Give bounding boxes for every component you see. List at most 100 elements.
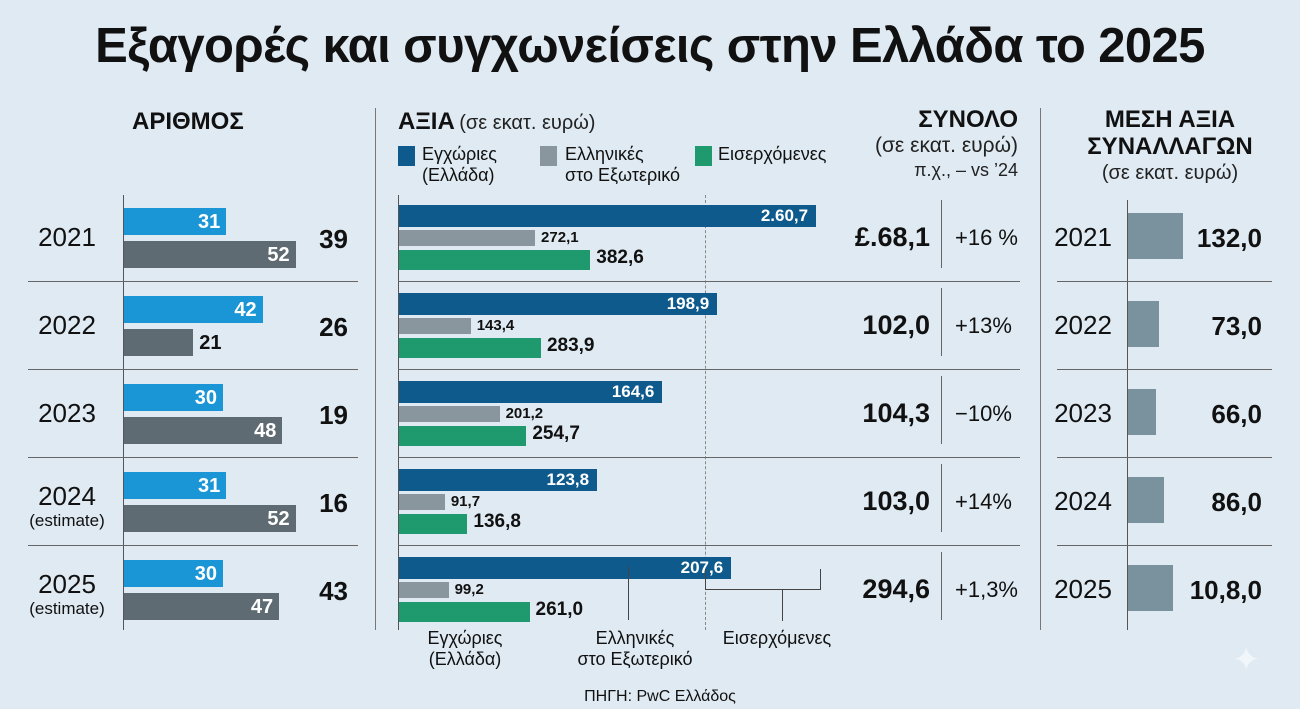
avg-bar [1128,565,1174,611]
source-note: ΠΗΓΗ: PwC Ελλάδος [584,688,736,705]
value-bar-label: 207,6 [680,558,724,577]
value-change: +1,3% [955,577,1018,602]
legend-swatch [398,146,415,166]
avg-header-unit: (σε εκατ. ευρώ) [1101,162,1239,184]
count-bar [124,560,223,587]
bottom-label-abroad-l1: Ελληνικές [595,628,675,648]
avg-bar [1128,477,1165,523]
count-bar [124,296,263,323]
leader-bracket-inbound [705,569,821,590]
avg-value-label: 86,0 [1211,487,1262,517]
value-bar-label: 382,6 [596,247,644,268]
value-bar-label: 261,0 [535,599,584,620]
count-total: 39 [319,224,348,254]
value-header-title: ΑΞΙΑ [398,108,455,135]
value-total: £.68,1 [854,222,930,252]
avg-value-label: 10,8,0 [1189,575,1262,605]
value-change: +14% [955,489,1012,514]
estimate-note: (estimate) [29,511,105,530]
legend-label: Ελληνικές στο Εξωτερικό [565,144,680,186]
value-bar-label: 283,9 [546,335,595,356]
count-bar [124,384,223,411]
value-bar [399,514,468,534]
bottom-label-domestic-l1: Εγχώριες [427,628,503,648]
legend-label-line2: στο Εξωτερικό [565,165,681,185]
leader-line-inbound [782,589,783,621]
count-bar [124,241,296,268]
row-separator [398,545,1020,546]
row-separator [1057,281,1272,282]
value-bar [399,469,598,491]
value-total: 104,3 [862,398,930,428]
value-header-unit: (σε εκατ. ευρώ) [459,112,596,134]
avg-year-label: 2024 [1054,486,1112,516]
value-bar-label: 201,2 [505,405,544,422]
value-axis-line [398,195,399,630]
count-total: 43 [319,576,348,606]
value-bar-label: 123,8 [546,470,590,489]
legend-label-line2: (Ελλάδα) [422,165,495,185]
value-bar-label: 143,4 [476,317,515,334]
avg-axis-line [1127,200,1128,630]
year-label: 2023 [38,398,96,428]
row-separator [1057,369,1272,370]
value-header: ΑΞΙΑ (σε εκατ. ευρώ) [398,108,595,136]
value-total: 103,0 [862,486,930,516]
value-reference-dashed-line [705,195,706,630]
legend-swatch [695,146,712,166]
avg-value-label: 132,0 [1196,223,1262,253]
legend-label-line1: Ελληνικές [565,144,644,164]
value-bar-label: 99,2 [454,581,484,598]
year-label: 2021 [38,222,96,252]
row-separator [1057,545,1272,546]
row-separator [398,457,1020,458]
count-bar-label: 42 [234,299,257,321]
legend-label-line1: Εγχώριες [422,144,497,164]
count-bar-label: 30 [194,563,217,585]
avg-value-label: 66,0 [1211,399,1262,429]
count-axis-line [123,195,124,630]
count-bar [124,208,227,235]
avg-bar [1128,213,1184,259]
value-bar [399,381,663,403]
panel-divider [1040,108,1041,630]
value-bar [399,230,536,246]
count-bar-label: 48 [254,420,277,442]
value-bar-label: 91,7 [450,493,481,510]
avg-year-label: 2023 [1054,398,1112,428]
value-bar [399,338,541,358]
count-bar-label: 21 [199,332,222,354]
count-total: 26 [319,312,348,342]
row-separator [28,369,358,370]
panel-divider [375,108,376,630]
bottom-label-abroad: Ελληνικές στο Εξωτερικό [565,628,705,670]
value-bar [399,557,732,579]
count-bar [124,505,296,532]
total-header-note: π.χ., – vs ’24 [914,160,1018,180]
value-bar-label: 198,9 [666,294,710,313]
avg-value-label: 73,0 [1211,311,1262,341]
value-bar [399,205,817,227]
leader-line-abroad [628,566,629,620]
legend-label-line1: Εισερχόμενες [718,144,827,164]
value-bar-label: 272,1 [541,229,579,246]
count-header: ΑΡΙΘΜΟΣ [132,108,244,135]
chart-title: Εξαγορές και συγχωνείσεις στην Ελλάδα το… [95,19,1205,73]
count-bar [124,593,280,620]
row-separator [28,545,358,546]
row-separator [1057,457,1272,458]
total-header: ΣΥΝΟΛΟ (σε εκατ. ευρώ) π.χ., – vs ’24 [798,106,1018,181]
bottom-label-abroad-l2: στο Εξωτερικό [577,649,693,669]
year-label: 2022 [38,310,96,340]
avg-header-line1: ΜΕΣΗ ΑΞΙΑ [1104,106,1236,133]
value-bar [399,250,591,270]
bottom-label-domestic: Εγχώριες (Ελλάδα) [400,628,530,670]
avg-header-line2: ΣΥΝΑΛΛΑΓΩΝ [1087,133,1253,160]
year-label: 2025 [38,569,96,599]
bottom-label-domestic-l2: (Ελλάδα) [428,649,502,669]
avg-header: ΜΕΣΗ ΑΞΙΑ ΣΥΝΑΛΛΑΓΩΝ (σε εκατ. ευρώ) [1045,106,1295,187]
value-change: +16 % [955,225,1018,250]
count-total: 19 [319,400,348,430]
value-bar [399,602,530,622]
total-divider [941,200,942,268]
